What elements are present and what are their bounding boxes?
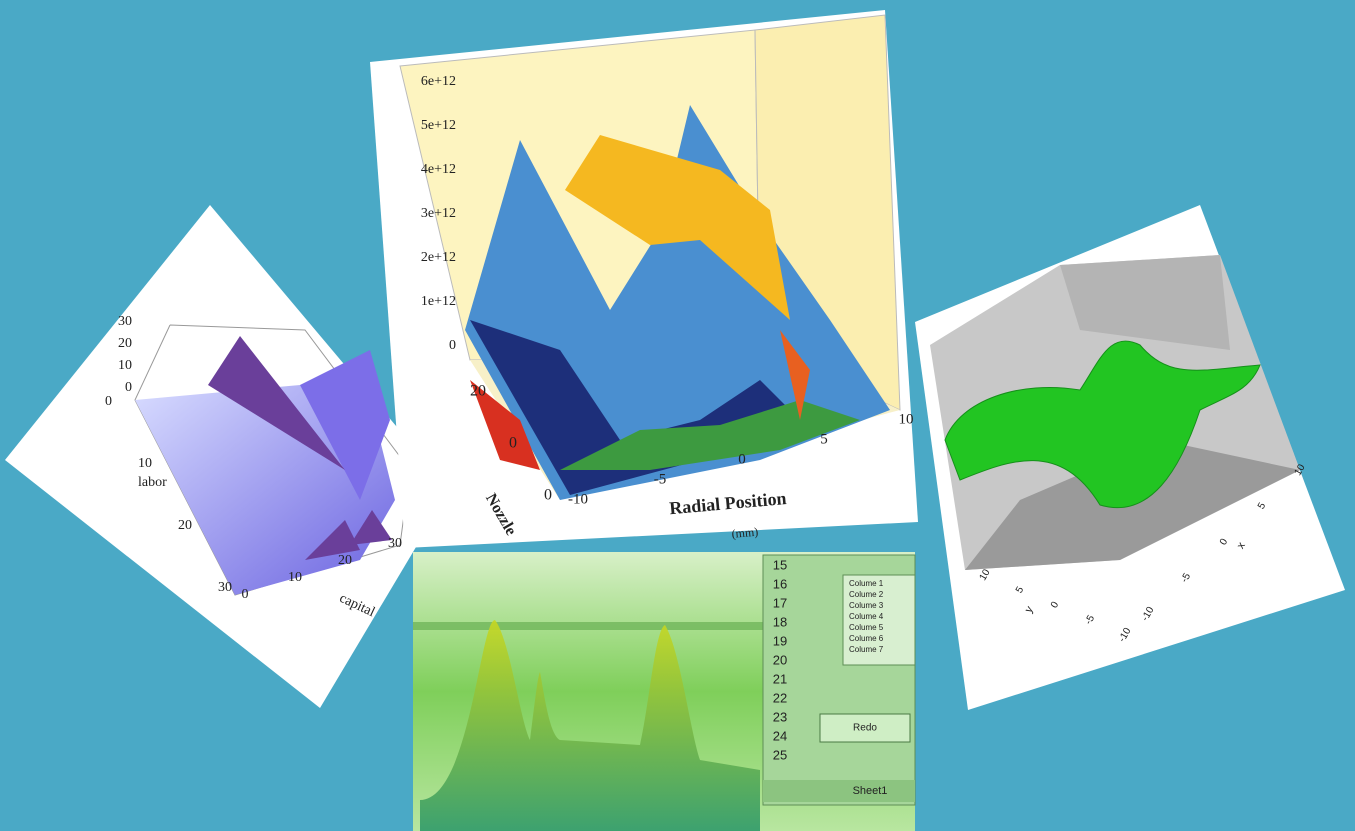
label: labor	[138, 475, 167, 490]
label: -10	[568, 491, 588, 507]
label: 10	[899, 411, 914, 427]
label: 5	[1256, 501, 1269, 512]
wave-panel	[915, 205, 1345, 710]
label: 30	[388, 536, 402, 551]
label: Colume 1	[849, 579, 884, 588]
label: 0	[125, 380, 132, 395]
label: 10	[978, 567, 993, 583]
label: 0	[242, 587, 249, 602]
label: 0	[105, 394, 112, 409]
label: 6e+12	[421, 74, 456, 89]
label: 20	[178, 518, 192, 533]
nozzle-panel	[370, 10, 918, 548]
label: 0	[509, 435, 517, 452]
label: 0	[1218, 537, 1231, 548]
labor-panel	[5, 205, 450, 708]
label: Redo	[853, 723, 877, 734]
label: Sheet1	[853, 785, 888, 797]
label: 1e+12	[421, 294, 456, 309]
label: 0	[738, 451, 746, 467]
label: 19	[773, 633, 787, 648]
label: 17	[773, 595, 787, 610]
label: Colume 4	[849, 612, 884, 621]
label: Colume 7	[849, 645, 884, 654]
label: 20	[773, 652, 787, 667]
label: 15	[773, 557, 787, 572]
label: y	[1023, 604, 1036, 615]
label: 0	[1049, 600, 1062, 611]
label: Colume 2	[849, 590, 884, 599]
label: 0	[544, 487, 552, 504]
label: 0	[449, 338, 456, 353]
label: 10	[138, 456, 152, 471]
label: 10	[288, 570, 302, 585]
label: 5	[820, 431, 828, 447]
label: 20	[338, 553, 352, 568]
label: -5	[654, 471, 667, 487]
label: 23	[773, 709, 787, 724]
redo-button[interactable]	[819, 713, 911, 743]
sheet-panel	[413, 552, 916, 831]
label: 21	[773, 671, 787, 686]
label: 4e+12	[421, 162, 456, 177]
label: 2e+12	[421, 250, 456, 265]
label: Colume 3	[849, 601, 884, 610]
label: 10	[1293, 462, 1308, 478]
label: 10	[118, 358, 132, 373]
label: 5e+12	[421, 118, 456, 133]
label: 30	[118, 314, 132, 329]
label: (mm)	[731, 525, 759, 541]
label: Colume 6	[849, 634, 884, 643]
label: x	[1235, 540, 1248, 551]
label: 20	[470, 383, 486, 400]
label: 24	[773, 728, 787, 743]
label: 5	[1014, 585, 1027, 596]
label: 30	[218, 580, 232, 595]
label: 18	[773, 614, 787, 629]
label: Colume 5	[849, 623, 884, 632]
label: 20	[118, 336, 132, 351]
label: 25	[773, 747, 787, 762]
label: 16	[773, 576, 787, 591]
label: 22	[773, 690, 787, 705]
label: 3e+12	[421, 206, 456, 221]
